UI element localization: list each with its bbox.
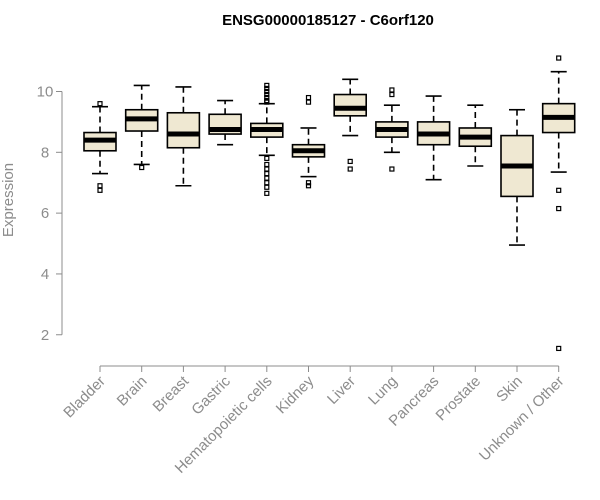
outlier-point bbox=[97, 101, 103, 107]
outlier-point bbox=[556, 205, 562, 212]
x-tick-label: Breast bbox=[150, 372, 193, 415]
x-tick-label: Liver bbox=[324, 373, 359, 408]
y-tick-label: 10 bbox=[37, 83, 54, 100]
box-group bbox=[500, 108, 534, 246]
x-tick-label: Skin bbox=[493, 373, 526, 406]
box-group bbox=[541, 55, 576, 352]
outlier-point bbox=[264, 82, 270, 89]
box-group bbox=[291, 94, 326, 189]
y-tick-label: 4 bbox=[41, 266, 49, 283]
box-iqr bbox=[333, 93, 368, 117]
outlier-point bbox=[264, 88, 270, 95]
outlier-point bbox=[305, 99, 312, 105]
outlier-point bbox=[347, 158, 353, 165]
box-group bbox=[375, 87, 409, 172]
box-group bbox=[166, 86, 201, 187]
box-group bbox=[333, 78, 368, 172]
box-group bbox=[416, 95, 451, 181]
box-iqr bbox=[166, 111, 201, 149]
box-group bbox=[208, 99, 242, 146]
outlier-point bbox=[264, 184, 270, 190]
y-axis: 2 4 6 8 10 bbox=[37, 83, 63, 344]
outlier-point bbox=[556, 345, 562, 352]
box-group bbox=[250, 82, 284, 196]
outlier-point bbox=[264, 155, 270, 161]
outlier-point bbox=[264, 99, 270, 105]
outlier-point bbox=[139, 164, 145, 171]
y-axis-label: Expression bbox=[0, 163, 17, 237]
x-tick-label: Bladder bbox=[60, 373, 109, 422]
outlier-point bbox=[556, 55, 562, 61]
outlier-point bbox=[264, 166, 270, 172]
box-group bbox=[458, 104, 493, 167]
y-tick-label: 2 bbox=[41, 327, 49, 344]
x-tick-label: Kidney bbox=[273, 372, 318, 417]
outlier-point bbox=[264, 180, 270, 186]
box-group bbox=[124, 84, 159, 171]
outlier-point bbox=[305, 180, 312, 186]
outlier-point bbox=[389, 91, 395, 98]
outlier-point bbox=[264, 91, 270, 98]
outlier-point bbox=[305, 94, 312, 101]
box-group bbox=[83, 101, 117, 193]
y-tick-label: 8 bbox=[41, 144, 49, 161]
outlier-point bbox=[264, 175, 270, 181]
plot-area bbox=[83, 55, 576, 352]
outlier-point bbox=[264, 85, 270, 92]
x-tick-label: Brain bbox=[114, 373, 151, 410]
outlier-point bbox=[556, 187, 562, 193]
y-tick-label: 6 bbox=[41, 205, 49, 222]
outlier-point bbox=[264, 190, 270, 196]
outlier-point bbox=[264, 161, 270, 168]
x-tick-label: Prostate bbox=[433, 373, 485, 425]
outlier-point bbox=[264, 170, 270, 177]
outlier-point bbox=[305, 183, 312, 189]
outlier-point bbox=[389, 166, 395, 172]
outlier-point bbox=[347, 166, 353, 172]
outlier-point bbox=[389, 87, 395, 93]
outlier-point bbox=[97, 183, 103, 189]
outlier-point bbox=[97, 187, 103, 193]
x-tick-label: Lung bbox=[365, 373, 401, 409]
chart-title: ENSG00000185127 - C6orf120 bbox=[222, 12, 434, 29]
